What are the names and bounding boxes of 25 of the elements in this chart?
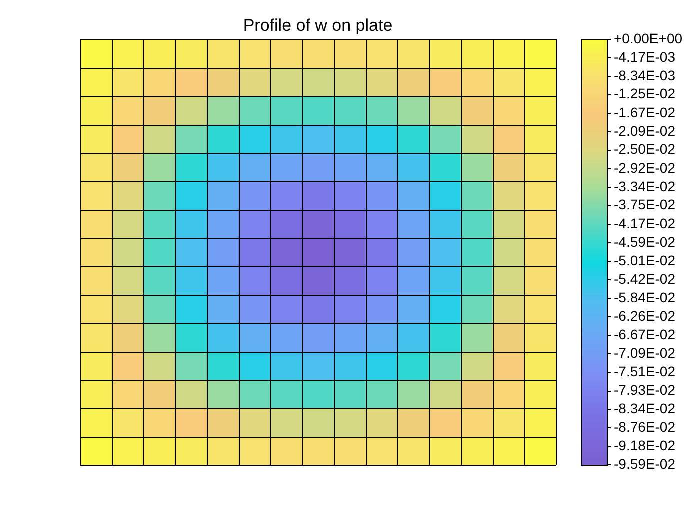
color-bar-label: -1.25E-02 [614,86,676,102]
color-bar-label: -3.75E-02 [614,196,676,213]
color-bar-label: -8.34E-02 [614,400,676,416]
color-bar-label: -5.01E-02 [614,252,676,269]
color-bar-label: -2.92E-02 [614,160,676,176]
color-bar-label: -4.59E-02 [614,234,676,250]
color-bar-label: -7.09E-02 [614,344,676,361]
color-bar-label: -7.93E-02 [614,382,676,398]
color-bar-label: -9.59E-02 [614,456,676,472]
color-bar-label: -6.67E-02 [614,326,676,342]
color-bar-label: -5.42E-02 [614,270,676,287]
color-bar-label: -8.34E-03 [614,67,676,84]
color-bar-label: -2.50E-02 [614,141,676,158]
color-bar-label: -9.18E-02 [614,438,676,454]
color-bar-label: +0.00E+00 [614,30,683,46]
color-bar-label: -8.76E-02 [614,419,676,436]
color-bar-label: -2.09E-02 [614,123,676,140]
color-bar-label: -1.67E-02 [614,104,676,120]
color-bar-label: -3.34E-02 [614,178,676,194]
color-bar-label: -4.17E-02 [614,215,676,232]
color-bar-label: -7.51E-02 [614,364,676,380]
color-bar-label: -4.17E-03 [614,48,676,65]
color-bar-label: -5.84E-02 [614,289,676,306]
color-bar-label: -6.26E-02 [614,308,676,324]
chart-title: Profile of w on plate [243,16,393,35]
